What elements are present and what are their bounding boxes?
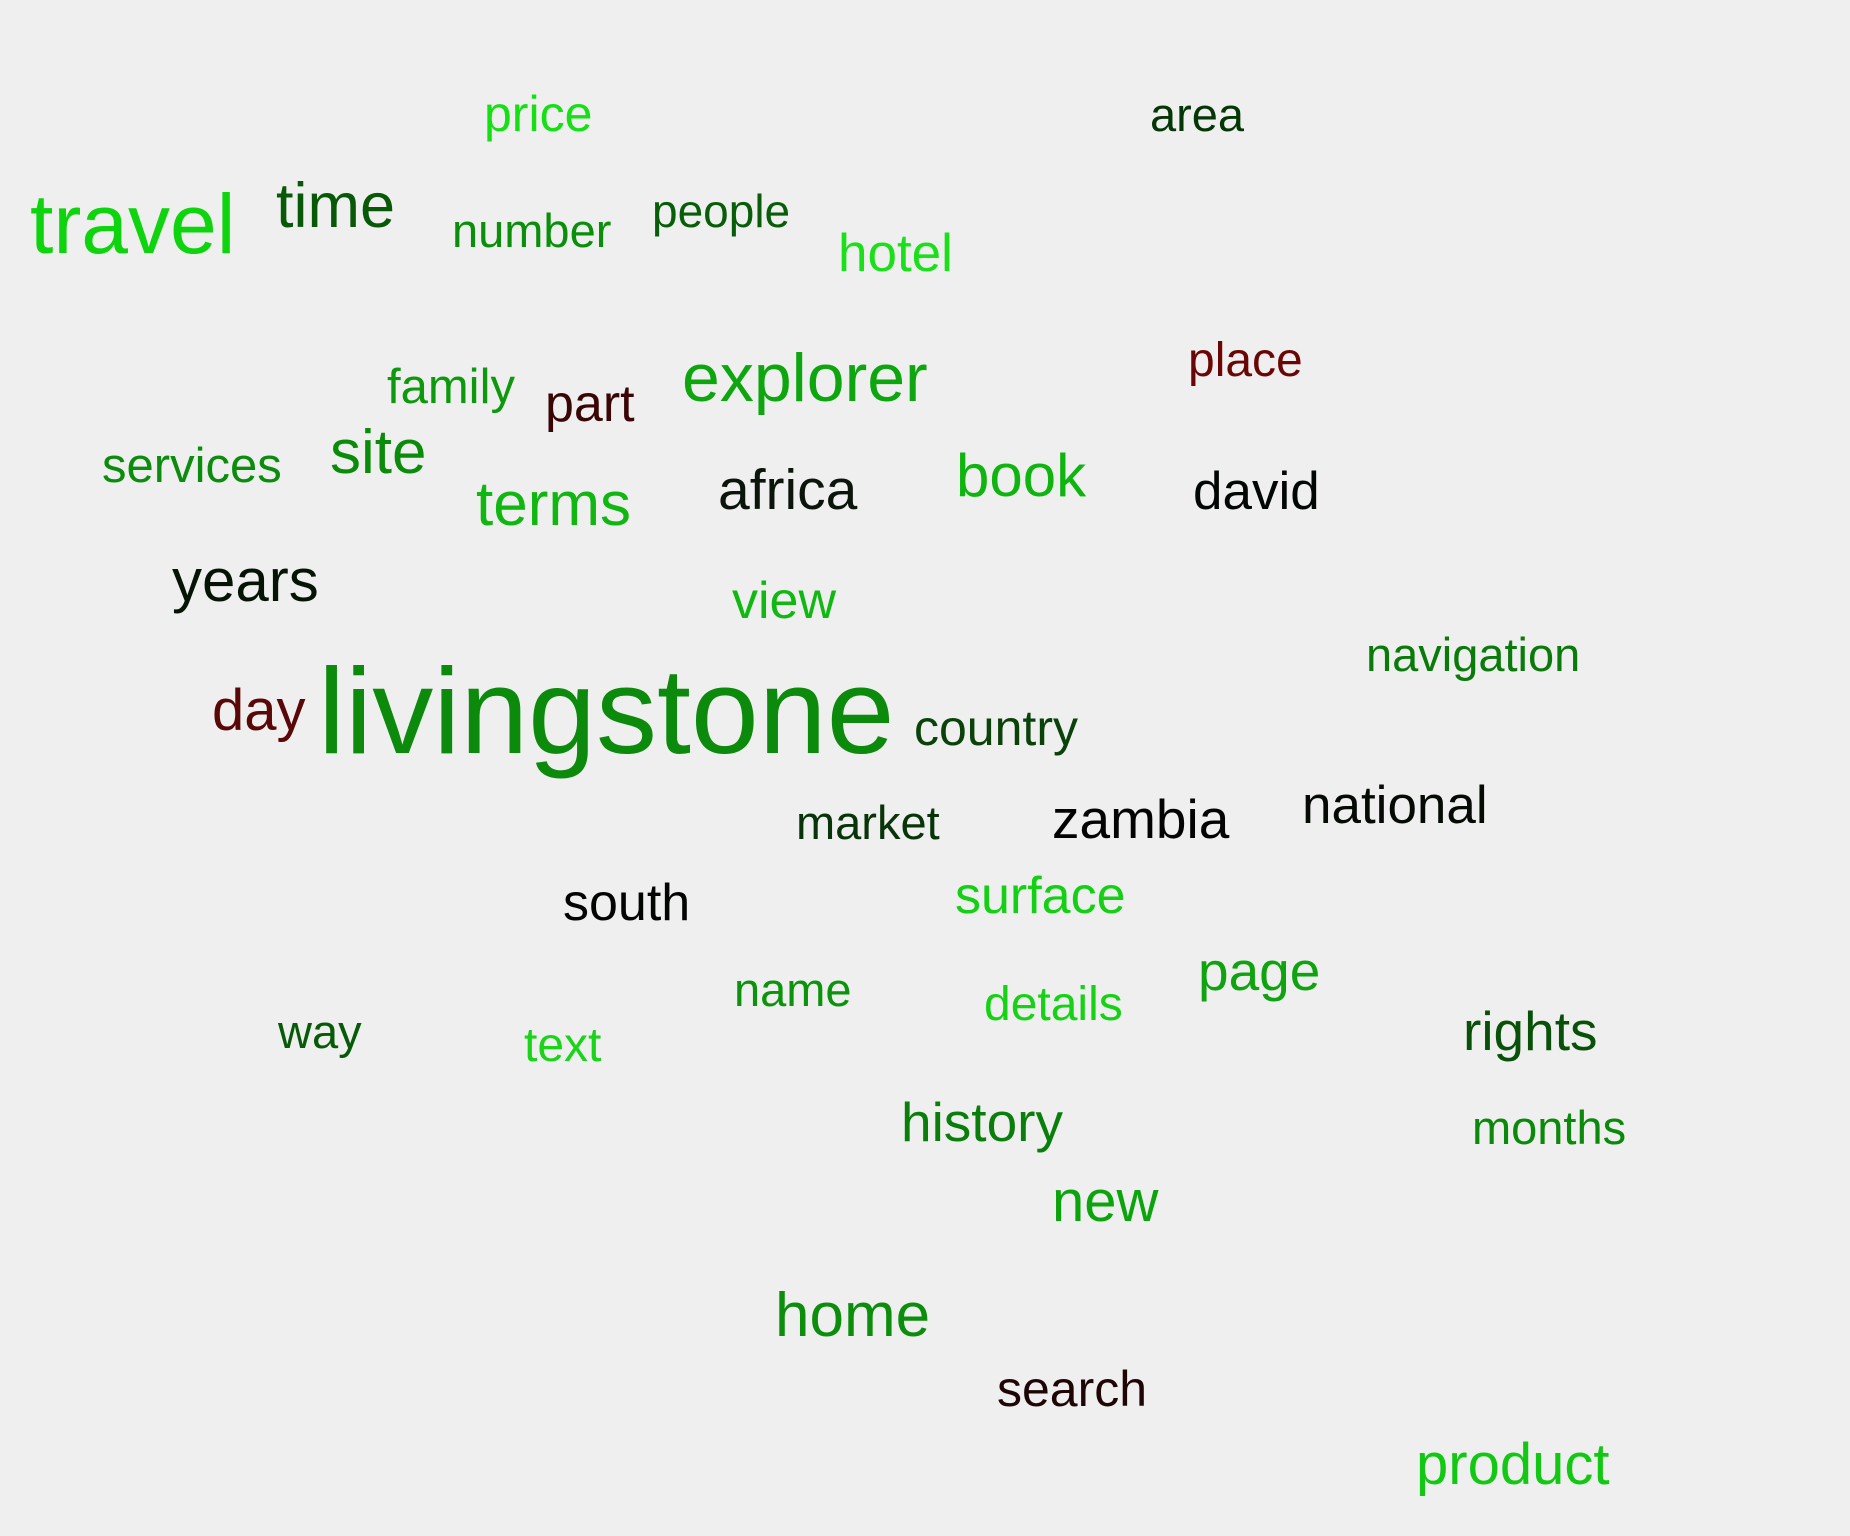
word-view: view xyxy=(732,572,837,630)
word-livingstone: livingstone xyxy=(318,643,895,779)
word-area: area xyxy=(1150,88,1245,141)
word-history: history xyxy=(901,1091,1063,1153)
word-book: book xyxy=(956,442,1087,509)
word-travel: travel xyxy=(30,177,236,271)
word-david: david xyxy=(1193,462,1320,521)
word-zambia: zambia xyxy=(1052,788,1230,850)
word-new: new xyxy=(1052,1169,1159,1234)
word-surface: surface xyxy=(955,867,1126,925)
word-number: number xyxy=(452,204,612,257)
word-home: home xyxy=(775,1281,931,1350)
word-africa: africa xyxy=(718,458,858,522)
word-south: south xyxy=(563,874,691,932)
word-rights: rights xyxy=(1463,1000,1598,1062)
word-country: country xyxy=(914,700,1078,756)
word-place: place xyxy=(1188,334,1303,387)
word-details: details xyxy=(984,978,1123,1031)
word-way: way xyxy=(278,1005,362,1058)
word-terms: terms xyxy=(476,470,631,539)
word-price: price xyxy=(484,86,593,142)
word-national: national xyxy=(1302,776,1488,835)
word-navigation: navigation xyxy=(1366,628,1581,681)
word-time: time xyxy=(276,171,396,241)
word-explorer: explorer xyxy=(682,340,928,416)
word-search: search xyxy=(997,1361,1148,1417)
word-market: market xyxy=(796,796,940,849)
word-hotel: hotel xyxy=(838,224,953,283)
word-page: page xyxy=(1198,940,1321,1002)
word-name: name xyxy=(734,963,852,1016)
word-part: part xyxy=(545,375,635,433)
word-day: day xyxy=(212,678,306,743)
word-site: site xyxy=(330,418,427,487)
word-people: people xyxy=(652,185,791,237)
word-text: text xyxy=(524,1019,602,1072)
word-services: services xyxy=(102,439,282,493)
word-years: years xyxy=(172,547,319,614)
word-product: product xyxy=(1416,1432,1610,1497)
word-family: family xyxy=(387,360,515,414)
word-months: months xyxy=(1472,1101,1627,1154)
